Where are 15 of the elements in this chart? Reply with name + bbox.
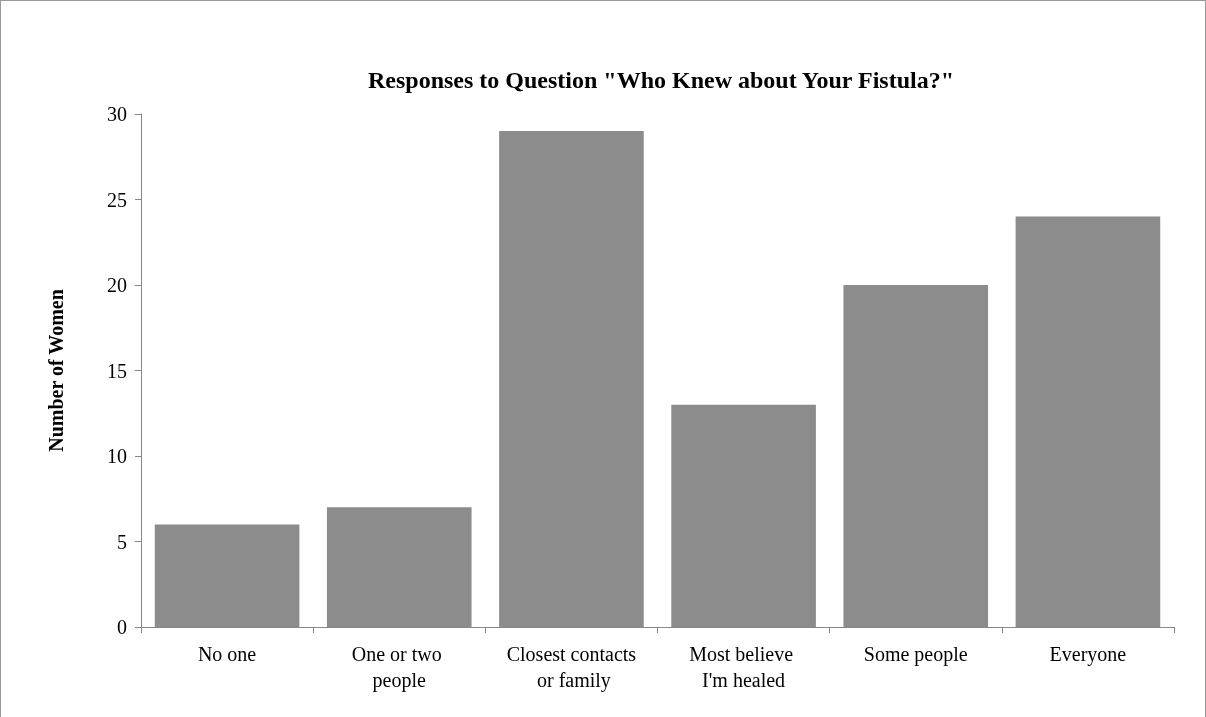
y-tick-label: 0 — [117, 616, 127, 638]
x-tick-label: Everyone — [1049, 643, 1127, 666]
x-tick-label: One or two people — [351, 643, 447, 692]
x-tick-label: Most believe I'm healed — [689, 643, 799, 691]
x-tick-label: Some people — [863, 643, 968, 666]
y-tick-label: 10 — [107, 445, 127, 467]
x-tick-label: Closest contacts or family — [506, 643, 637, 692]
x-tick-label: No one — [197, 643, 257, 665]
y-tick-label: 15 — [107, 359, 127, 382]
y-tick-label: 30 — [107, 103, 127, 125]
chart-title: Responses to Question "Who Knew about Your Fistula?" — [367, 67, 955, 93]
y-axis-title: Number of Women — [45, 289, 67, 452]
y-tick-label: 20 — [107, 274, 127, 296]
y-tick-label: 25 — [107, 188, 127, 211]
y-tick-label: 5 — [117, 530, 127, 553]
